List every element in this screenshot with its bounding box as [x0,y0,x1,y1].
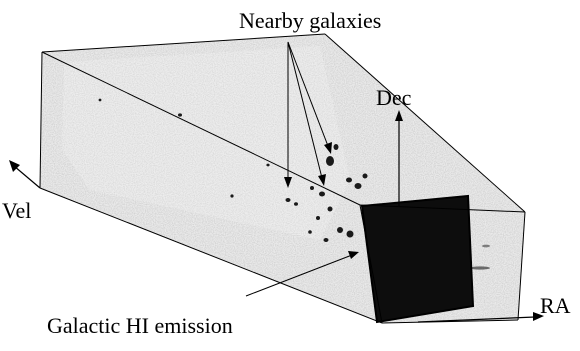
ra-axis-arrow [417,316,536,323]
vel-axis-label: Vel [2,198,31,223]
pointer-arrowhead-icon [324,142,332,154]
galaxy-blob [326,156,334,166]
dec-arrowhead-icon [395,110,403,121]
galaxy-blob [316,216,320,220]
ra-axis-label: RA [540,293,571,318]
pointer-arrowhead-icon [348,251,359,259]
galaxy-blob [482,244,490,248]
axis-arrows [9,110,544,323]
galaxy-blob [354,183,362,189]
galaxy-blob [294,202,298,206]
cube-wireframe [39,33,526,324]
galaxy-blob [470,266,490,270]
vel-axis-arrow [13,165,41,189]
galaxy-blob [327,206,333,212]
pointer-arrowhead-icon [284,177,292,188]
galaxy-blob [319,191,325,197]
galaxy-blob [362,173,368,179]
galaxy-blob [285,198,291,202]
galactic-hi-label: Galactic HI emission [47,313,233,338]
vel-arrowhead-icon [9,160,20,172]
pointer-arrows [245,41,359,297]
nearby-galaxies-label: Nearby galaxies [239,8,381,33]
galaxy-blob [308,230,312,234]
ra-arrowhead-icon [533,312,544,321]
galactic-hi-slab [360,194,475,324]
galaxy-blob [337,227,343,233]
galaxy-blob [178,113,182,117]
galaxy-blob [266,163,270,167]
galaxy-blob [230,194,234,198]
galaxy-blob [98,98,102,102]
galaxy-blob [323,238,329,242]
galaxy-blob [333,144,339,150]
galaxy-blob [310,186,314,190]
galaxy-blob [346,230,354,238]
pointer-arrowhead-icon [318,174,326,186]
galaxy-blob [346,177,352,183]
dec-axis-label: Dec [376,85,412,110]
